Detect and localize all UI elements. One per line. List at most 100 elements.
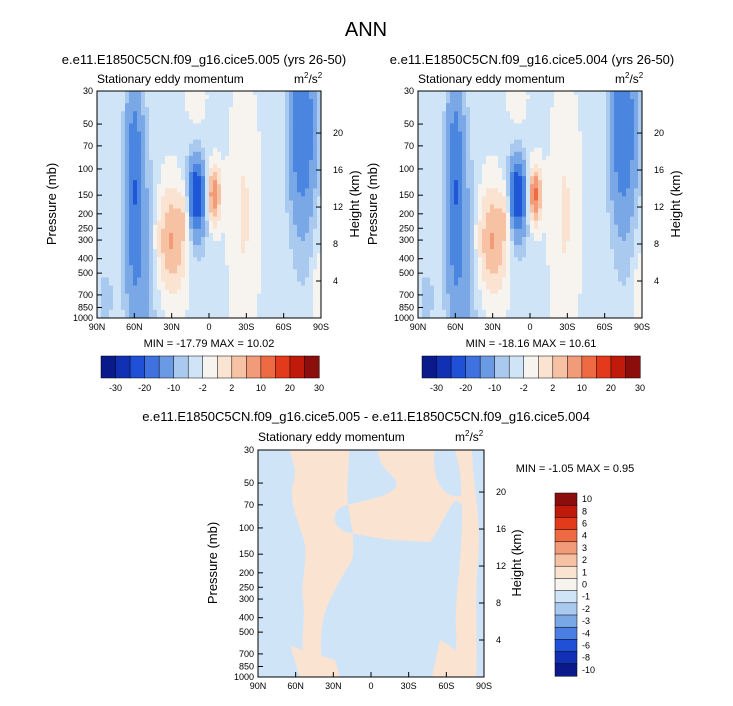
panel2-field-cell: [550, 144, 554, 148]
panel1-field-cell: [309, 132, 313, 136]
panel2-field-cell: [546, 180, 550, 184]
panel2-field-cell: [506, 200, 510, 204]
panel1-field-cell: [225, 294, 229, 298]
panel2-field-cell: [582, 99, 586, 103]
panel1-field-cell: [301, 99, 305, 103]
panel1-field-cell: [137, 188, 141, 192]
panel1-field-cell: [185, 156, 189, 160]
panel1-field-cell: [297, 95, 301, 99]
panel2-field-cell: [594, 176, 598, 180]
panel2-field-cell: [442, 99, 446, 103]
panel2-field-cell: [470, 107, 474, 111]
panel2-field-cell: [458, 200, 462, 204]
panel1-field-cell: [189, 302, 193, 306]
panel1-colorbar-label: -30: [109, 383, 122, 393]
panel2-field-cell: [562, 115, 566, 119]
panel1-field-cell: [125, 217, 129, 221]
panel2-field-cell: [430, 196, 434, 200]
panel2-field-cell: [518, 205, 522, 209]
panel2-field-cell: [426, 205, 430, 209]
panel1-field-cell: [281, 217, 285, 221]
panel2-field-cell: [466, 184, 470, 188]
panel1-field-cell: [237, 302, 241, 306]
panel1-field-cell: [205, 111, 209, 115]
panel1-field-cell: [173, 136, 177, 140]
panel2-field-cell: [570, 196, 574, 200]
panel1-field-cell: [293, 200, 297, 204]
panel2-field-cell: [562, 103, 566, 107]
panel2-field-cell: [490, 91, 494, 95]
panel1-field-cell: [133, 140, 137, 144]
panel2-field-cell: [610, 180, 614, 184]
panel1-field-cell: [237, 91, 241, 95]
panel1-field-cell: [269, 290, 273, 294]
panel1-field-cell: [137, 127, 141, 131]
panel2-field-cell: [438, 172, 442, 176]
panel1-field-cell: [277, 176, 281, 180]
panel1-field-cell: [261, 136, 265, 140]
panel2-field-cell: [426, 127, 430, 131]
panel2-field-cell: [426, 176, 430, 180]
panel1-field-cell: [117, 205, 121, 209]
panel1-field-cell: [97, 111, 101, 115]
panel1-field-cell: [133, 168, 137, 172]
panel1-field-cell: [281, 277, 285, 281]
panel2-field-cell: [534, 107, 538, 111]
panel1-field-cell: [133, 282, 137, 286]
panel2-field-cell: [474, 103, 478, 107]
panel2-field-cell: [422, 136, 426, 140]
panel1-field-cell: [281, 282, 285, 286]
panel1-field-cell: [125, 200, 129, 204]
panel2-field-cell: [622, 95, 626, 99]
panel2-field-cell: [586, 115, 590, 119]
panel1-field-cell: [217, 310, 221, 314]
panel1-field-cell: [313, 172, 317, 176]
panel1-field-cell: [101, 176, 105, 180]
panel1-field-cell: [301, 200, 305, 204]
panel2-field-cell: [578, 95, 582, 99]
panel2-field-cell: [614, 156, 618, 160]
panel1-field-cell: [233, 209, 237, 213]
panel1-field-cell: [313, 136, 317, 140]
panel2-field-cell: [590, 91, 594, 95]
panel2-field-cell: [446, 176, 450, 180]
panel2-field-cell: [450, 188, 454, 192]
panel1-field-cell: [273, 107, 277, 111]
panel1-field-cell: [301, 188, 305, 192]
panel1-field-cell: [129, 184, 133, 188]
panel2-field-cell: [446, 119, 450, 123]
panel2-field-cell: [466, 148, 470, 152]
panel2-field-cell: [466, 180, 470, 184]
panel2-field-cell: [598, 205, 602, 209]
panel1-field-cell: [277, 310, 281, 314]
panel2-field-cell: [618, 136, 622, 140]
panel1-ytick-label: 250: [78, 223, 93, 233]
panel1-field-cell: [297, 152, 301, 156]
panel1-field-cell: [301, 152, 305, 156]
panel1-field-cell: [313, 148, 317, 152]
panel2-field-cell: [522, 196, 526, 200]
panel1-field-cell: [249, 188, 253, 192]
panel1-field-cell: [237, 273, 241, 277]
panel2-field-cell: [626, 119, 630, 123]
panel2-field-cell: [478, 103, 482, 107]
panel1-field-cell: [281, 290, 285, 294]
panel1-field-cell: [221, 127, 225, 131]
panel2-field-cell: [446, 188, 450, 192]
panel2-field-cell: [610, 91, 614, 95]
panel2-field-cell: [578, 148, 582, 152]
panel1-field-cell: [285, 196, 289, 200]
panel2-field-cell: [506, 196, 510, 200]
panel2-field-cell: [602, 176, 606, 180]
panel1-field-cell: [129, 172, 133, 176]
panel1-field-cell: [233, 229, 237, 233]
panel2-field-cell: [526, 176, 530, 180]
panel1-field-cell: [277, 160, 281, 164]
panel2-field-cell: [438, 184, 442, 188]
panel2-field-cell: [502, 127, 506, 131]
panel1-field-cell: [193, 249, 197, 253]
panel1-field-cell: [273, 237, 277, 241]
panel1-field-cell: [109, 107, 113, 111]
panel1-field-cell: [145, 172, 149, 176]
panel1-field-cell: [197, 294, 201, 298]
